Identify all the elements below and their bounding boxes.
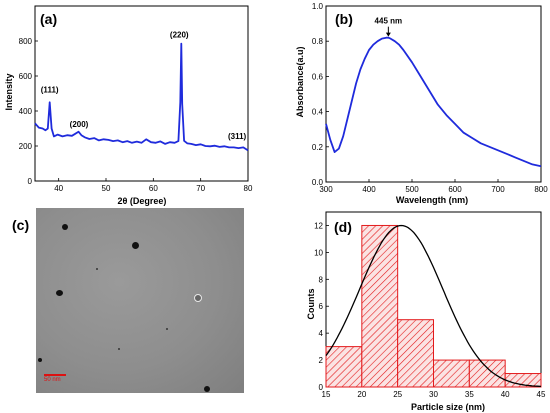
- uv-y-tick-label: 0.4: [312, 108, 324, 117]
- hist-y-tick-label: 12: [314, 221, 323, 230]
- hist-bar: [433, 359, 470, 388]
- xrd-y-tick-label: 400: [19, 107, 33, 116]
- uv-x-tick-label: 700: [491, 185, 505, 194]
- tem-micrograph: 50 nm: [36, 208, 244, 393]
- hist-x-axis-label: Particle size (nm): [411, 402, 485, 412]
- uv-x-axis-label: Wavelength (nm): [396, 195, 468, 205]
- hist-x-tick-label: 35: [465, 390, 474, 399]
- hist-y-axis-label: Counts: [306, 289, 316, 320]
- uv-x-tick-label: 600: [448, 185, 462, 194]
- xrd-x-tick-label: 50: [102, 184, 111, 193]
- tem-particle: [96, 268, 98, 270]
- tem-scale-label: 50 nm: [44, 377, 61, 383]
- xrd-y-tick-label: 200: [19, 142, 33, 151]
- uv-plot-frame: [325, 5, 542, 183]
- uv-y-axis-label: Absorbance(a.u): [295, 46, 305, 117]
- tem-particle: [194, 294, 202, 302]
- hist-bar: [468, 359, 506, 388]
- uv-peak-arrowhead: [385, 32, 391, 37]
- uv-x-tick-label: 800: [534, 185, 548, 194]
- xrd-x-tick-label: 40: [54, 184, 63, 193]
- hist-y-tick-label: 2: [319, 356, 324, 365]
- uv-y-tick-label: 1.0: [312, 2, 324, 11]
- xrd-y-tick-label: 0: [28, 177, 33, 186]
- panel-label-d: (d): [334, 219, 352, 235]
- uv-series-line: [325, 36, 542, 168]
- xrd-y-tick-label: 800: [19, 37, 33, 46]
- hist-y-tick-label: 10: [314, 248, 323, 257]
- hist-x-tick-label: 30: [429, 390, 438, 399]
- hist-x-tick-label: 15: [322, 390, 331, 399]
- uv-y-tick-label: 0.8: [312, 37, 324, 46]
- uv-x-tick-label: 400: [362, 185, 376, 194]
- panel-label-c: (c): [12, 217, 29, 233]
- tem-particle: [204, 386, 210, 392]
- tem-particle: [132, 242, 139, 249]
- tem-particle: [56, 290, 63, 296]
- hist-y-tick-label: 6: [319, 302, 324, 311]
- tem-scale-bar: 50 nm: [44, 374, 66, 383]
- xrd-x-tick-label: 60: [149, 184, 158, 193]
- hist-y-tick-label: 4: [319, 329, 324, 338]
- xrd-peak-label: (311): [228, 132, 247, 141]
- hist-bar: [361, 224, 399, 388]
- uv-y-tick-label: 0.6: [312, 72, 324, 81]
- uv-x-tick-label: 500: [405, 185, 419, 194]
- hist-gaussian-fit: [325, 224, 542, 388]
- xrd-y-tick-label: 600: [19, 72, 33, 81]
- tem-particle: [62, 224, 68, 230]
- tem-scale-bar-line: [44, 374, 66, 376]
- hist-x-tick-label: 20: [357, 390, 366, 399]
- hist-x-tick-label: 45: [537, 390, 546, 399]
- panel-label-b: (b): [335, 11, 353, 27]
- panel-label-a: (a): [40, 11, 57, 27]
- xrd-x-tick-label: 80: [244, 184, 253, 193]
- hist-y-tick-label: 0: [319, 383, 324, 392]
- uv-x-tick-label: 300: [319, 185, 333, 194]
- hist-y-tick-label: 8: [319, 275, 324, 284]
- hist-bar: [397, 319, 434, 388]
- uv-y-tick-label: 0.2: [312, 143, 324, 152]
- xrd-series-line: [34, 42, 249, 152]
- xrd-x-axis-label: 2θ (Degree): [118, 196, 167, 206]
- xrd-peak-label: (111): [41, 85, 59, 94]
- hist-x-tick-label: 25: [393, 390, 402, 399]
- xrd-x-tick-label: 70: [196, 184, 205, 193]
- uv-peak-label: 445 nm: [375, 17, 403, 26]
- hist-bar: [325, 346, 363, 388]
- xrd-y-axis-label: Intensity: [4, 73, 14, 110]
- uv-y-tick-label: 0.0: [312, 178, 324, 187]
- hist-x-tick-label: 40: [501, 390, 510, 399]
- xrd-peak-label: (220): [170, 31, 189, 40]
- tem-particle: [118, 348, 120, 350]
- tem-particle: [166, 328, 168, 330]
- xrd-plot-frame: [34, 5, 249, 182]
- tem-particle: [38, 358, 42, 362]
- xrd-peak-label: (200): [70, 120, 89, 129]
